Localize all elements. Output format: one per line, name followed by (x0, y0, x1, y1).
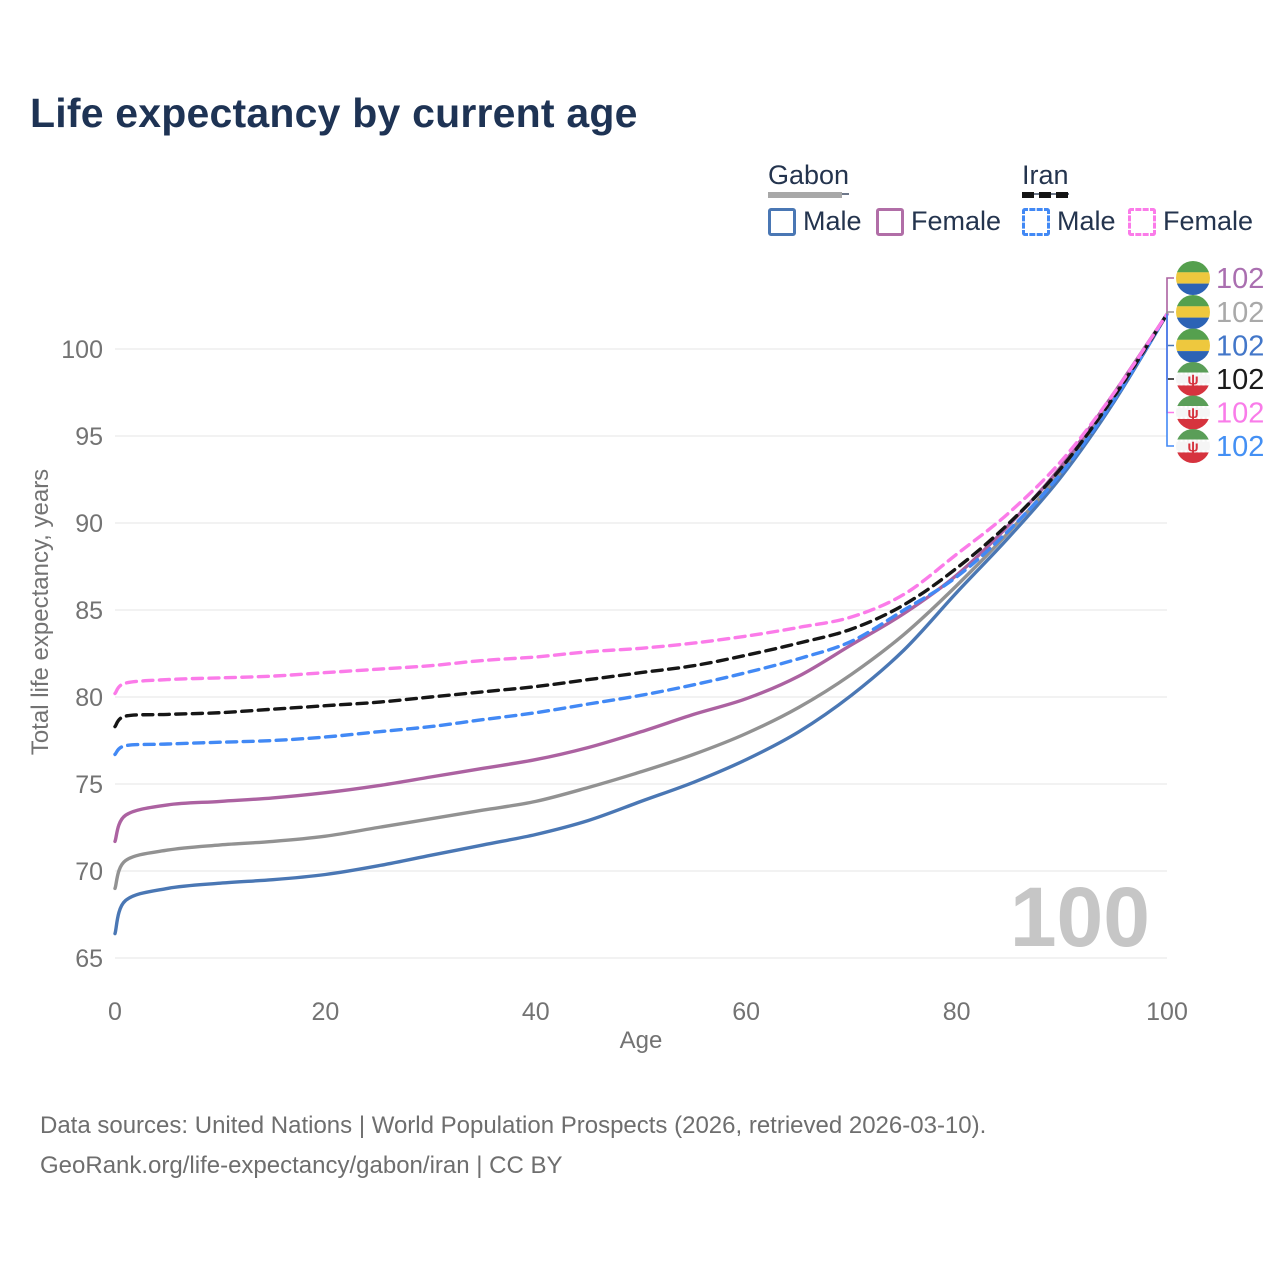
iran-total-swatch (1022, 192, 1068, 198)
leader-line-gabon-total (1166, 311, 1174, 315)
y-tick-label: 75 (75, 771, 103, 799)
legend-label: Male (803, 206, 862, 236)
gabon-flag-icon (1176, 295, 1210, 329)
legend-label: Male (1057, 206, 1116, 236)
x-axis-title: Age (620, 1027, 663, 1054)
legend: Gabon Iran Male Female Male Female (0, 0, 1280, 250)
y-tick-label: 65 (75, 945, 103, 973)
gabon-flag-icon (1176, 261, 1210, 295)
y-tick-label: 95 (75, 423, 103, 451)
iran-emblem-icon: ψ (1187, 372, 1198, 389)
x-tick-label: 80 (943, 998, 971, 1026)
y-axis-title: Total life expectancy, years (27, 469, 54, 755)
iran-flag-icon: ψ (1176, 429, 1210, 463)
iran-emblem-icon: ψ (1187, 439, 1198, 456)
series-line-gabon-male (113, 312, 1169, 936)
iran-flag-icon: ψ (1176, 395, 1210, 430)
leader-line-gabon-female (1166, 277, 1174, 315)
legend-item-iran-male[interactable]: Male (1022, 206, 1116, 237)
legend-label: Female (1163, 206, 1254, 236)
series-line-iran-total (113, 312, 1169, 729)
series-line-iran-male (113, 312, 1169, 757)
footer: Data sources: United Nations | World Pop… (40, 1106, 986, 1186)
gabon-female-swatch (876, 207, 904, 236)
series-line-iran-female (113, 312, 1169, 696)
gabon-male-swatch (768, 207, 796, 236)
y-tick-label: 90 (75, 510, 103, 538)
y-tick-label: 85 (75, 597, 103, 625)
leader-line-gabon-male (1166, 314, 1174, 347)
x-tick-label: 100 (1146, 998, 1188, 1026)
page-title: Life expectancy by current age (30, 90, 638, 136)
end-value-label-iran-female: 102 (1216, 398, 1264, 430)
end-value-label-gabon-total: 102 (1216, 297, 1264, 329)
legend-item-gabon-female[interactable]: Female (876, 206, 1001, 237)
iran-flag-icon: ψ (1176, 362, 1210, 396)
attribution-line: GeoRank.org/life-expectancy/gabon/iran |… (40, 1152, 563, 1179)
leader-line-iran-male (1166, 314, 1174, 447)
y-tick-label: 80 (75, 684, 103, 712)
legend-item-gabon-male[interactable]: Male (768, 206, 862, 237)
y-tick-label: 70 (75, 858, 103, 886)
gabon-flag-icon (1176, 328, 1210, 363)
iran-male-swatch (1022, 207, 1050, 236)
data-source-line: Data sources: United Nations | World Pop… (40, 1112, 987, 1139)
iran-emblem-icon: ψ (1187, 405, 1198, 422)
iran-female-swatch (1128, 207, 1156, 236)
watermark-current-age: 100 (1010, 870, 1150, 964)
leader-line-iran-total (1166, 314, 1174, 380)
x-tick-label: 20 (311, 998, 339, 1026)
leader-line-iran-female (1166, 314, 1174, 414)
legend-item-iran-female[interactable]: Female (1128, 206, 1253, 237)
end-value-label-iran-male: 102 (1216, 431, 1264, 463)
end-value-label-gabon-female: 102 (1216, 263, 1264, 295)
x-tick-label: 60 (732, 998, 760, 1026)
series-line-gabon-female (113, 312, 1169, 844)
x-tick-label: 40 (522, 998, 550, 1026)
legend-group-iran: Iran (1022, 160, 1069, 195)
gabon-total-swatch (768, 192, 842, 198)
x-tick-label: 0 (108, 998, 122, 1026)
legend-label: Female (911, 206, 1002, 236)
end-value-label-iran-total: 102 (1216, 364, 1264, 396)
legend-group-gabon: Gabon (768, 160, 850, 195)
y-tick-label: 100 (61, 336, 103, 364)
end-value-label-gabon-male: 102 (1216, 331, 1264, 363)
